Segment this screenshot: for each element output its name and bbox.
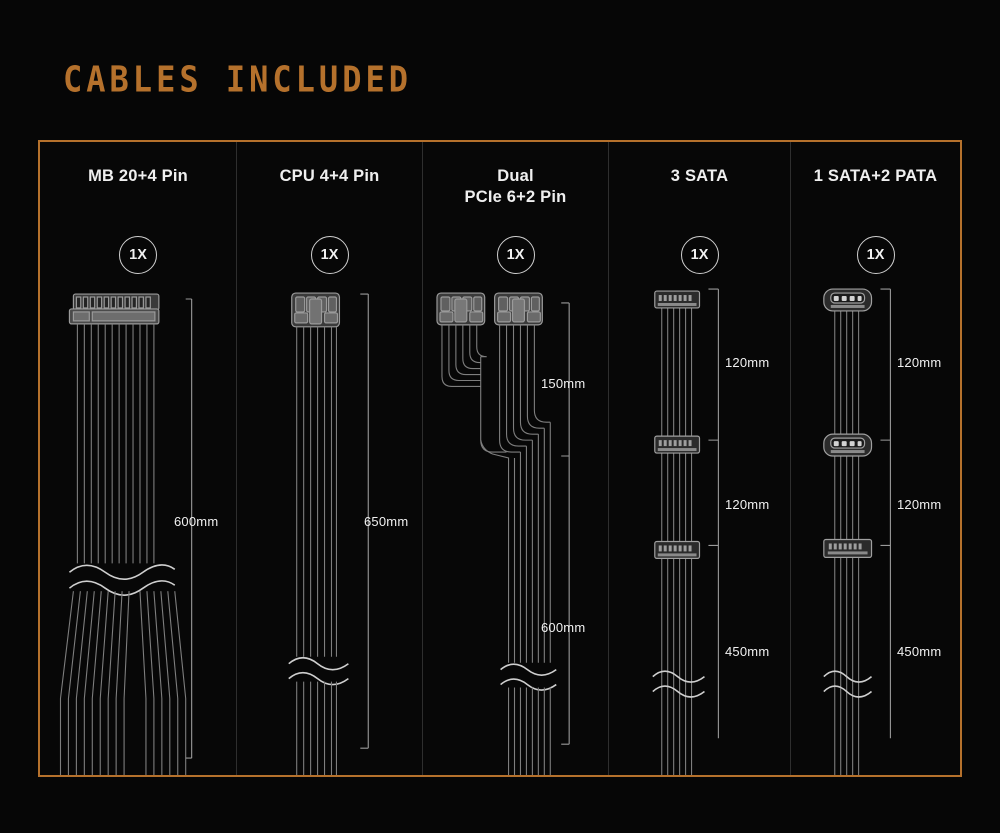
eps-8pin-connector-icon [288, 292, 369, 775]
cable-quantity-badge: 1X [310, 236, 349, 274]
pcie-8pin-connector-icon [436, 292, 570, 775]
cable-column-label: CPU 4+4 Pin [279, 167, 380, 185]
sata-connector-icon [652, 288, 719, 775]
dimension-label: 600mm [174, 514, 219, 529]
dimension-label: 120mm [725, 497, 770, 512]
dimension-label: 150mm [541, 376, 586, 391]
cable-quantity-badge: 1X [680, 236, 719, 274]
cables-panel: MB 20+4 Pin 1X [38, 140, 962, 777]
cable-quantity-badge: 1X [856, 236, 895, 274]
cable-column-3-sata: 3 SATA 1X [608, 142, 790, 775]
atx-24pin-connector-icon [59, 293, 193, 775]
dimension-label: 120mm [725, 355, 770, 370]
cable-column-1-sata-2-pata: 1 SATA+2 PATA 1X [790, 142, 960, 775]
cable-column-cpu-4-4-pin: CPU 4+4 Pin 1X [236, 142, 422, 775]
cable-column-label: 1 SATA+2 PATA [813, 167, 938, 185]
cable-column-label: MB 20+4 Pin [88, 167, 188, 185]
dimension-label: 650mm [364, 514, 409, 529]
dimension-label: 450mm [897, 644, 942, 659]
cable-quantity-badge: 1X [496, 236, 535, 274]
dimension-label: 120mm [897, 355, 942, 370]
cable-quantity-badge: 1X [119, 236, 157, 274]
page-title: CABLES INCLUDED [63, 58, 412, 101]
dimension-label: 600mm [541, 620, 586, 635]
cable-columns: MB 20+4 Pin 1X [40, 142, 960, 775]
dimension-label: 450mm [725, 644, 770, 659]
cable-column-label: 3 SATA [670, 167, 729, 185]
cable-column-dual-pcie-6-2-pin: Dual PCIe 6+2 Pin 1X [422, 142, 608, 775]
cable-column-mb-20-4-pin: MB 20+4 Pin 1X [40, 142, 236, 775]
dimension-label: 120mm [897, 497, 942, 512]
cable-column-label: Dual PCIe 6+2 Pin [464, 167, 567, 206]
molex-connector-icon [823, 288, 891, 775]
